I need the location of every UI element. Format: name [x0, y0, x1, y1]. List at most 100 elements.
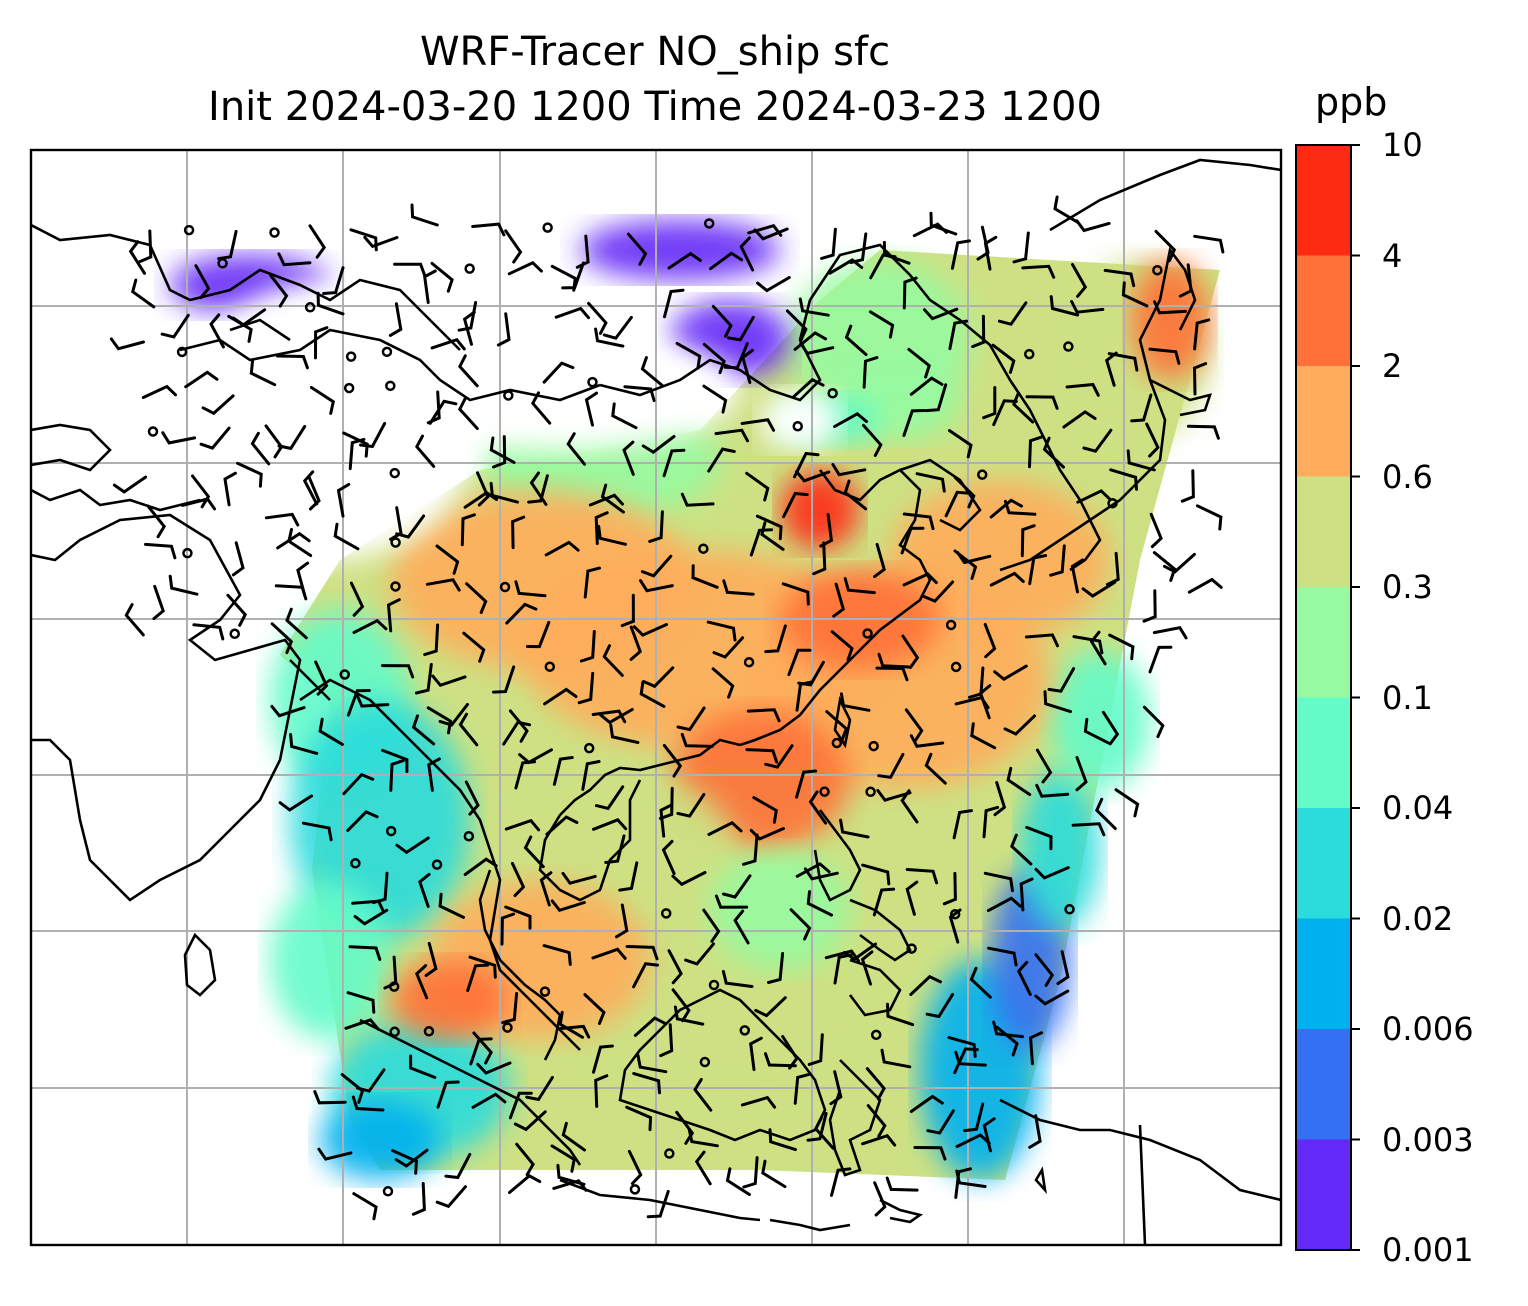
colorbar [1295, 144, 1360, 1251]
wind-barb [752, 796, 778, 824]
wind-barb [1107, 352, 1139, 372]
wind-barb [558, 1010, 585, 1039]
calm-wind-marker [739, 1025, 751, 1036]
wind-barb [1021, 264, 1056, 279]
calm-wind-marker [865, 786, 876, 798]
wind-barb [492, 435, 507, 469]
wind-barb [1053, 195, 1079, 224]
wind-barb [646, 1189, 670, 1219]
calm-wind-marker [831, 737, 843, 749]
wind-barb [201, 394, 235, 416]
wind-barb [986, 896, 1022, 913]
wind-barb [348, 437, 366, 471]
wind-barb [992, 399, 1018, 427]
wind-barb [806, 1112, 828, 1142]
wind-barb [543, 687, 578, 706]
calm-wind-marker [343, 382, 355, 394]
calm-wind-marker [868, 740, 879, 752]
wind-barb [877, 752, 905, 779]
wind-barb [561, 1121, 586, 1152]
wind-barb [1162, 552, 1196, 574]
calm-wind-marker [502, 1022, 513, 1033]
wind-barb [457, 354, 479, 388]
wind-barb [438, 892, 465, 919]
calm-wind-marker [945, 619, 957, 631]
wind-barb [725, 1167, 751, 1196]
wind-barb [395, 514, 426, 539]
wind-barb [680, 732, 714, 748]
calm-wind-marker [827, 388, 838, 399]
colorbar-segment [1296, 145, 1351, 256]
wind-barb [839, 692, 871, 712]
wind-barb [849, 232, 868, 264]
wind-barb [768, 1128, 797, 1152]
wind-barb [501, 992, 519, 1025]
wind-barb [909, 734, 945, 748]
wind-barb [168, 574, 199, 596]
wind-barb [641, 435, 676, 455]
wind-barb [1029, 1031, 1043, 1066]
wind-barb [1109, 468, 1138, 491]
wind-barb [742, 1156, 759, 1189]
wind-barb [620, 593, 635, 628]
calm-wind-marker [183, 224, 195, 236]
wind-barb [983, 871, 1014, 893]
wind-barb [632, 623, 668, 637]
wind-barb [602, 644, 624, 677]
wind-barb [1083, 717, 1111, 745]
wind-barb [714, 428, 749, 443]
coast-island-1 [1034, 1166, 1047, 1195]
wind-barb [583, 993, 606, 1025]
coast-china-south [559, 738, 741, 816]
colorbar-segment [1296, 1029, 1351, 1140]
wind-barb [226, 593, 248, 627]
wind-barb [978, 684, 992, 720]
wind-barb [924, 752, 947, 785]
wind-barb [414, 434, 436, 468]
wind-barb [983, 622, 997, 659]
wind-barb [673, 1005, 705, 1026]
wind-barb [1034, 989, 1070, 1006]
wind-barb [217, 229, 238, 261]
wind-barb [793, 451, 820, 479]
calm-wind-marker [1107, 497, 1118, 509]
wind-barb [275, 354, 309, 370]
coast-kamchatka [1149, 378, 1212, 417]
coastlines [31, 158, 1281, 1245]
wind-barb [820, 227, 837, 260]
wind-barb [514, 580, 547, 598]
calm-wind-marker [390, 537, 401, 548]
field-patch [1130, 260, 1210, 380]
wind-barb [465, 582, 488, 614]
wind-barb [642, 666, 675, 689]
wind-barb [905, 868, 939, 885]
calm-wind-marker [499, 581, 511, 593]
no-data-area [760, 390, 840, 450]
wind-barb [1034, 866, 1070, 880]
wind-barb [492, 665, 516, 694]
wind-barb [414, 662, 433, 695]
wind-barb [636, 1053, 668, 1074]
wind-barb [741, 348, 754, 384]
wind-barb [709, 251, 743, 271]
wind-barb [785, 309, 808, 342]
wind-barb [525, 620, 551, 649]
wind-barb [599, 708, 634, 725]
wind-barb [691, 564, 719, 589]
wind-barb [1035, 748, 1053, 784]
coast-north-1 [179, 328, 601, 402]
wind-barb [1075, 756, 1088, 792]
wind-barb [359, 422, 387, 449]
wind-barb [764, 624, 787, 654]
wind-barb [583, 566, 601, 599]
wind-barb [749, 1036, 763, 1072]
wind-barb [544, 540, 580, 557]
wind-barb [993, 781, 1007, 817]
wind-barb [662, 743, 683, 778]
wind-barb [1071, 822, 1106, 837]
calm-wind-marker [539, 986, 551, 997]
wind-barb [639, 579, 674, 593]
wind-barb [1104, 351, 1118, 387]
coast-caspian [31, 223, 461, 351]
calm-wind-marker [390, 581, 401, 592]
